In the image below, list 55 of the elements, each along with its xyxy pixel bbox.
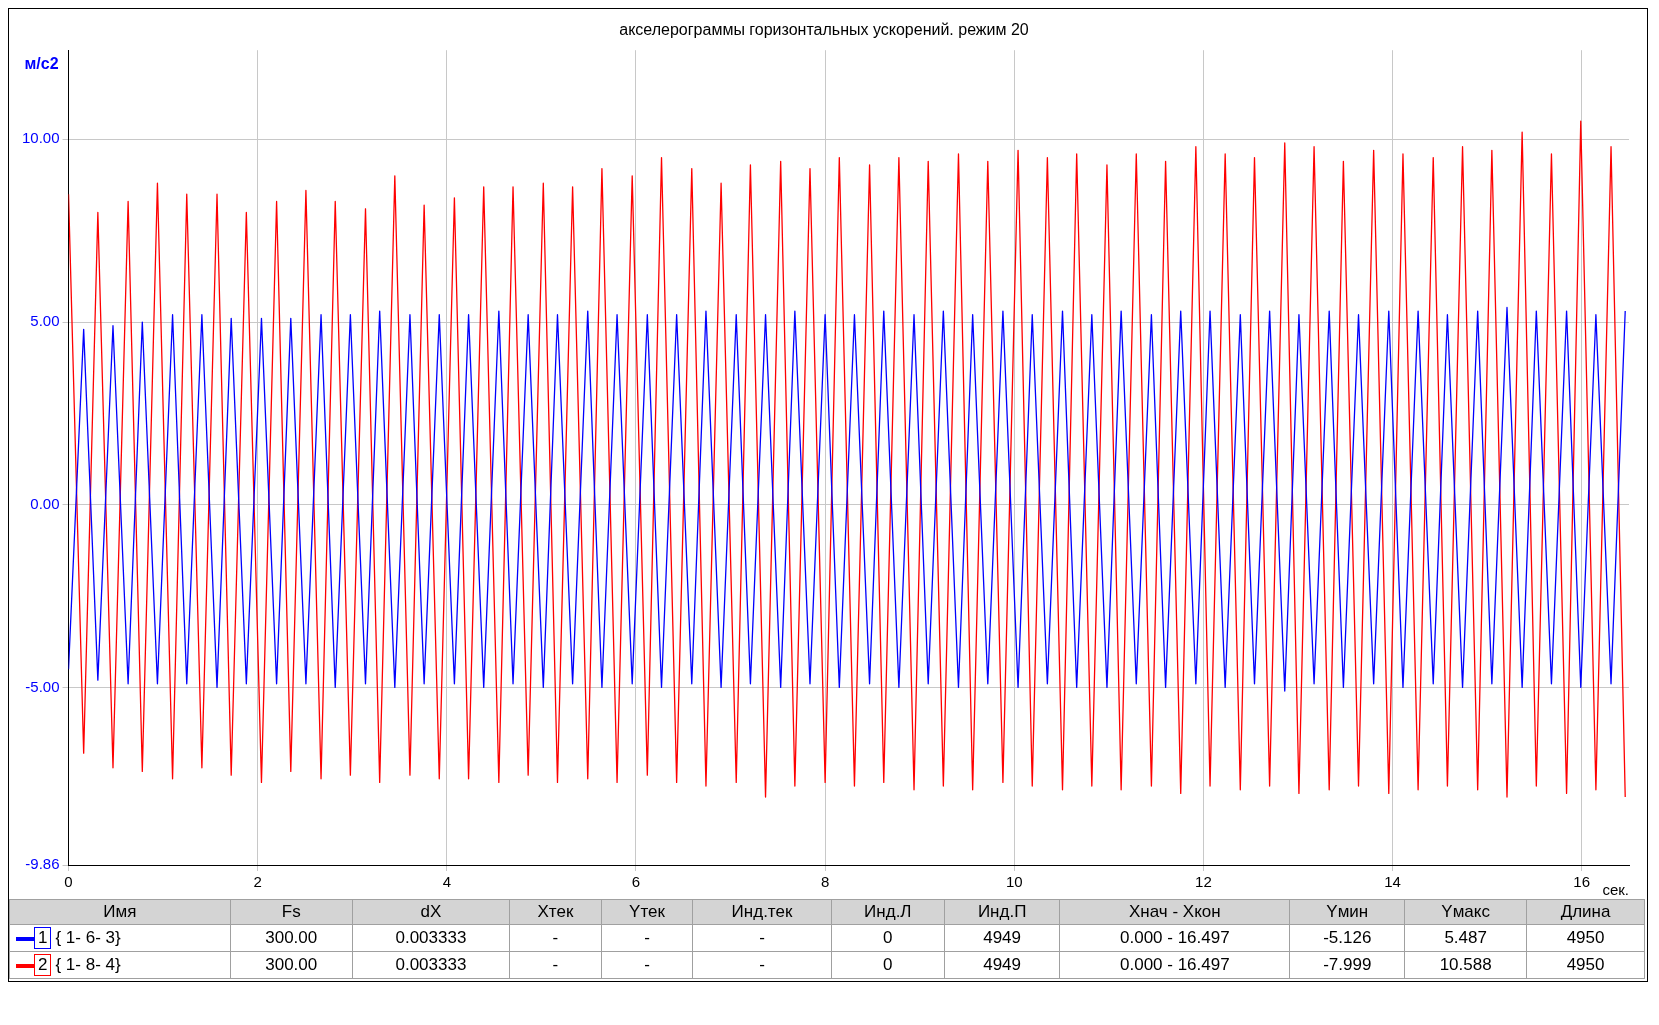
y-tick-label: 0.00 [30, 494, 60, 512]
text: Yмакс [1404, 899, 1527, 925]
text: Fs [230, 899, 353, 925]
x-tick-label: 16 [1573, 873, 1591, 891]
text: -7.999 [1289, 951, 1405, 979]
legend-label: { 1- 8- 4} [55, 955, 121, 974]
text: 300.00 [230, 951, 353, 979]
x-tick-label: 8 [820, 873, 830, 891]
y-tick-label: -9.86 [25, 855, 60, 873]
legend-label: { 1- 6- 3} [55, 928, 121, 947]
text: Хнач - Хкон [1059, 899, 1290, 925]
text: 4949 [944, 951, 1060, 979]
text: dX [352, 899, 510, 925]
x-tick-label: 6 [631, 873, 641, 891]
text: 300.00 [230, 924, 353, 952]
text: 5.487 [1404, 924, 1527, 952]
text: Инд.тек [692, 899, 832, 925]
text: Yтек [601, 899, 693, 925]
text: 0 [831, 951, 945, 979]
x-tick-label: 12 [1195, 873, 1212, 891]
x-tick-label: 14 [1384, 873, 1401, 891]
x-tick-label: 2 [253, 873, 262, 891]
text: 0.000 - 16.497 [1059, 951, 1290, 979]
x-tick-label: 4 [442, 873, 451, 891]
text: 4949 [944, 924, 1060, 952]
chart-title: акселерограммы горизонтальных ускорений. режим 20 [619, 21, 1029, 39]
x-tick-label: 0 [64, 873, 73, 891]
x-tick-label: 10 [1005, 873, 1023, 891]
text: Yмин [1289, 899, 1405, 925]
text: 0 [831, 924, 945, 952]
text: 4950 [1526, 924, 1645, 952]
text: - [692, 924, 832, 952]
text: Xтек [509, 899, 602, 925]
text: 0.003333 [352, 951, 510, 979]
text: - [601, 951, 693, 979]
text: 0.003333 [352, 924, 510, 952]
x-axis-title: сек. [1602, 881, 1629, 899]
text: 1 [34, 927, 52, 949]
text: -5.126 [1289, 924, 1405, 952]
y-tick-label: 10.00 [21, 129, 60, 147]
y-tick-label: -5.00 [25, 677, 60, 695]
text: - [509, 951, 602, 979]
text: 2 [34, 954, 52, 976]
text: Длина [1526, 899, 1645, 925]
text: Инд.П [944, 899, 1060, 925]
text: 4950 [1526, 951, 1645, 979]
text: - [692, 951, 832, 979]
y-axis-title: м/с2 [24, 54, 59, 72]
y-tick-label: 5.00 [30, 312, 60, 330]
text: Инд.Л [831, 899, 945, 925]
text: Имя [9, 899, 231, 925]
text: - [509, 924, 602, 952]
text: - [601, 924, 693, 952]
text: 0.000 - 16.497 [1059, 924, 1290, 952]
text: 10.588 [1404, 951, 1527, 979]
